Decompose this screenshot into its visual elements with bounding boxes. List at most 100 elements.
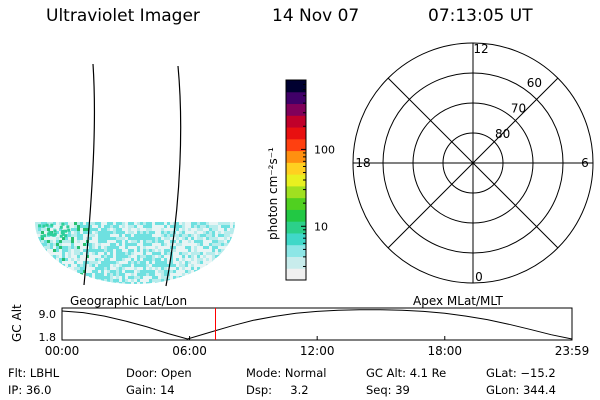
- image-pixel: [224, 228, 227, 231]
- image-pixel: [146, 228, 149, 231]
- image-pixel: [143, 243, 146, 246]
- mlt-label: 0: [475, 270, 483, 284]
- image-pixel: [107, 234, 110, 237]
- image-pixel: [113, 231, 116, 234]
- image-pixel: [164, 234, 167, 237]
- image-pixel: [41, 231, 44, 234]
- image-pixel: [161, 243, 164, 246]
- image-pixel: [56, 246, 59, 249]
- image-pixel: [125, 282, 128, 284]
- image-pixel: [101, 276, 104, 279]
- image-pixel: [233, 222, 235, 225]
- image-pixel: [92, 270, 95, 273]
- image-pixel: [194, 252, 197, 255]
- image-pixel: [64, 234, 68, 238]
- image-pixel: [158, 252, 161, 255]
- image-pixel: [203, 222, 206, 225]
- image-pixel: [80, 234, 83, 237]
- image-pixel: [143, 246, 146, 249]
- image-pixel: [95, 222, 98, 225]
- image-pixel: [131, 258, 134, 261]
- image-pixel: [98, 237, 101, 240]
- image-pixel: [101, 231, 104, 234]
- image-pixel: [53, 255, 56, 258]
- image-pixel: [128, 225, 131, 228]
- image-pixel: [158, 255, 161, 258]
- mlt-label: 6: [581, 156, 589, 170]
- image-pixel: [113, 246, 116, 249]
- image-pixel: [125, 240, 128, 243]
- image-pixel: [107, 225, 110, 228]
- image-pixel: [164, 261, 167, 264]
- image-pixel: [50, 240, 53, 243]
- image-pixel: [77, 246, 80, 249]
- image-pixel: [176, 258, 179, 261]
- image-pixel: [212, 249, 215, 252]
- image-pixel: [179, 231, 182, 234]
- image-pixel: [107, 276, 110, 279]
- image-pixel: [61, 229, 65, 233]
- image-pixel: [77, 225, 80, 228]
- image-pixel: [59, 246, 62, 249]
- image-pixel: [137, 255, 140, 258]
- image-pixel: [44, 228, 47, 231]
- image-pixel: [74, 267, 77, 270]
- image-pixel: [116, 255, 119, 258]
- image-pixel: [149, 228, 152, 231]
- image-pixel: [164, 258, 167, 261]
- image-pixel: [155, 240, 158, 243]
- image-pixel: [200, 225, 203, 228]
- image-pixel: [161, 228, 164, 231]
- image-pixel: [179, 264, 182, 267]
- image-pixel: [182, 273, 185, 276]
- image-pixel: [80, 252, 83, 255]
- image-pixel: [206, 234, 209, 237]
- image-pixel: [50, 222, 53, 225]
- image-pixel: [131, 243, 134, 246]
- image-pixel: [197, 240, 200, 243]
- image-pixel: [47, 222, 50, 225]
- image-pixel: [113, 279, 116, 282]
- image-pixel: [176, 237, 179, 240]
- image-pixel: [137, 261, 140, 264]
- image-pixel: [101, 273, 104, 276]
- image-pixel: [107, 237, 110, 240]
- image-pixel: [203, 234, 206, 237]
- image-pixel: [77, 222, 80, 225]
- image-pixel: [197, 222, 200, 225]
- image-pixel: [197, 225, 200, 228]
- image-pixel: [173, 264, 176, 267]
- image-pixel: [170, 246, 173, 249]
- image-pixel: [206, 258, 209, 261]
- image-pixel: [173, 270, 176, 273]
- image-pixel: [164, 267, 167, 270]
- image-pixel: [218, 234, 221, 237]
- image-pixel: [209, 231, 212, 234]
- image-pixel: [173, 246, 176, 249]
- image-pixel: [170, 225, 173, 228]
- image-pixel: [131, 240, 134, 243]
- image-pixel: [104, 258, 107, 261]
- image-pixel: [134, 225, 137, 228]
- image-pixel: [113, 225, 116, 228]
- image-pixel: [128, 228, 131, 231]
- image-pixel: [107, 246, 110, 249]
- image-pixel: [101, 279, 104, 282]
- image-pixel: [131, 273, 134, 276]
- image-pixel: [176, 228, 179, 231]
- image-pixel: [149, 222, 152, 225]
- image-pixel: [131, 225, 134, 228]
- image-pixel: [68, 252, 71, 255]
- seq-label: Seq: 39: [366, 383, 410, 397]
- meridian-line: [83, 63, 96, 286]
- image-pixel: [140, 261, 143, 264]
- image-pixel: [131, 279, 134, 282]
- image-pixel: [116, 240, 119, 243]
- image-pixel: [98, 243, 101, 246]
- image-pixel: [59, 240, 62, 243]
- image-pixel: [95, 258, 98, 261]
- image-pixel: [170, 234, 173, 237]
- image-pixel: [98, 234, 101, 237]
- image-pixel: [137, 249, 140, 252]
